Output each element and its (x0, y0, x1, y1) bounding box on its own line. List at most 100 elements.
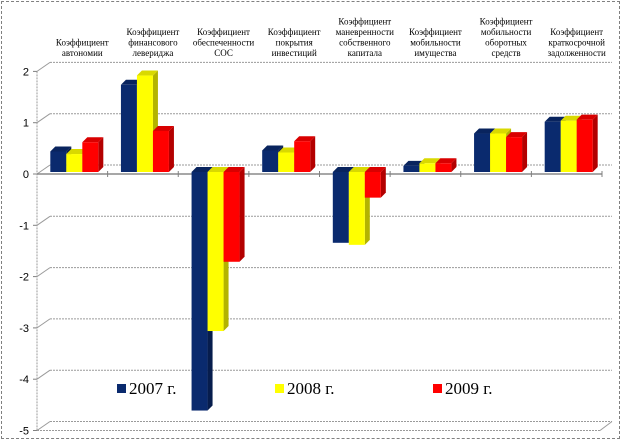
category-label-line: покрытия (276, 38, 313, 48)
bar-top (364, 167, 386, 172)
bar-front (152, 130, 169, 172)
bar-2009-cat-4 (294, 136, 316, 172)
y-tick-label: 1 (23, 118, 29, 130)
bar-side (451, 158, 457, 172)
category-label-line: обеспеченности (193, 38, 255, 48)
bar-top (152, 125, 174, 131)
bar-2009-cat-7 (506, 132, 528, 172)
bar-top (544, 116, 566, 122)
legend-item-2009: 2009 г. (433, 379, 493, 398)
category-label: Коэффициент мобильности оборотных средств (480, 17, 533, 59)
bar-2009-cat-2 (152, 125, 174, 172)
category-label-line: Коэффициент (409, 27, 462, 37)
bar-side (380, 167, 386, 198)
category-label-line: инвестиций (272, 48, 317, 58)
bar-top (262, 145, 284, 151)
category-label-line: маневренности (336, 27, 394, 37)
bar-front (332, 172, 349, 243)
bar-side (522, 132, 528, 172)
gridline-depth (36, 267, 51, 278)
category-label-line: Коэффициент (550, 27, 603, 37)
gridline-depth (36, 164, 51, 175)
category-label: Коэффициент покрытия инвестиций (268, 27, 321, 58)
bar-top (403, 160, 425, 166)
bar-2009-cat-8 (576, 114, 598, 172)
legend: 2007 г. 2008 г. 2009 г. (117, 379, 493, 398)
gridline-depth (36, 113, 51, 124)
bar-2009-cat-5 (364, 167, 386, 198)
bar-top (136, 70, 158, 76)
bar-front (435, 163, 452, 172)
category-label-line: оборотных (485, 38, 527, 48)
bar-front (474, 133, 491, 172)
legend-item-2007: 2007 г. (117, 379, 177, 398)
y-tick-label: -1 (19, 220, 29, 232)
bar-front (490, 133, 507, 172)
bar-front (403, 165, 420, 172)
bar-top (278, 147, 300, 153)
gridline-depth (36, 61, 51, 72)
gridline-depth (36, 318, 51, 329)
gridline-depth (36, 369, 51, 380)
bar-side (168, 125, 174, 172)
legend-swatch (275, 384, 284, 393)
category-label-line: имущества (414, 48, 456, 58)
legend-swatch (433, 384, 442, 393)
bar-top (348, 167, 370, 172)
category-label-line: собственного (339, 38, 391, 48)
bars (50, 70, 598, 411)
category-label-line: левериджа (133, 48, 174, 58)
category-label-line: Коэффициент (480, 17, 533, 27)
bar-top (560, 115, 582, 121)
legend-label: 2008 г. (287, 379, 335, 398)
y-tick-label: -5 (19, 426, 29, 438)
category-label-line: краткосрочной (548, 38, 605, 48)
bar-top (294, 136, 316, 142)
bar-front (506, 137, 523, 172)
category-label-line: средств (491, 48, 520, 58)
category-label-line: задолженности (548, 48, 606, 58)
bar-front (419, 163, 436, 172)
bar-top (506, 132, 528, 138)
bar-side (98, 137, 104, 172)
legend-swatch (117, 384, 126, 393)
bar-front (278, 152, 295, 172)
category-label-line: Коэффициент (268, 27, 321, 37)
legend-label: 2009 г. (445, 379, 493, 398)
bar-front (560, 120, 577, 172)
bar-front (120, 84, 137, 172)
category-label-line: мобильности (481, 27, 532, 37)
floor-edge-depth (599, 421, 613, 431)
bar-top (474, 128, 496, 134)
bar-top (490, 128, 512, 134)
y-tick-label: -2 (19, 272, 29, 284)
bar-top (120, 79, 142, 85)
gridline-depth (36, 215, 51, 226)
bar-top (435, 158, 457, 164)
category-label: Коэффициент финансового левериджа (127, 27, 180, 58)
bar-side (239, 167, 245, 262)
category-label-line: финансового (128, 38, 178, 48)
bar-side (592, 114, 598, 172)
category-label-line: капитала (348, 48, 382, 58)
bar-front (66, 154, 83, 172)
y-tick-label: 0 (23, 169, 29, 181)
bar-front (294, 141, 311, 172)
y-tick-label: -4 (19, 374, 29, 386)
bar-2009-cat-1 (82, 137, 104, 172)
bar-top (332, 167, 354, 172)
legend-item-2008: 2008 г. (275, 379, 335, 398)
bar-front (136, 75, 153, 172)
bar-front (191, 172, 208, 411)
bar-side (310, 136, 316, 172)
bar-2009-cat-3 (223, 167, 245, 262)
category-label-line: автономии (62, 48, 103, 58)
y-axis: 2 1 0 -1 -2 -3 -4 -5 (19, 66, 603, 438)
category-label-line: СОС (214, 48, 233, 58)
bar-top (82, 137, 104, 143)
category-label: Коэффициент мобильности имущества (409, 27, 462, 58)
bar-front (348, 172, 365, 245)
bar-top (191, 167, 213, 172)
